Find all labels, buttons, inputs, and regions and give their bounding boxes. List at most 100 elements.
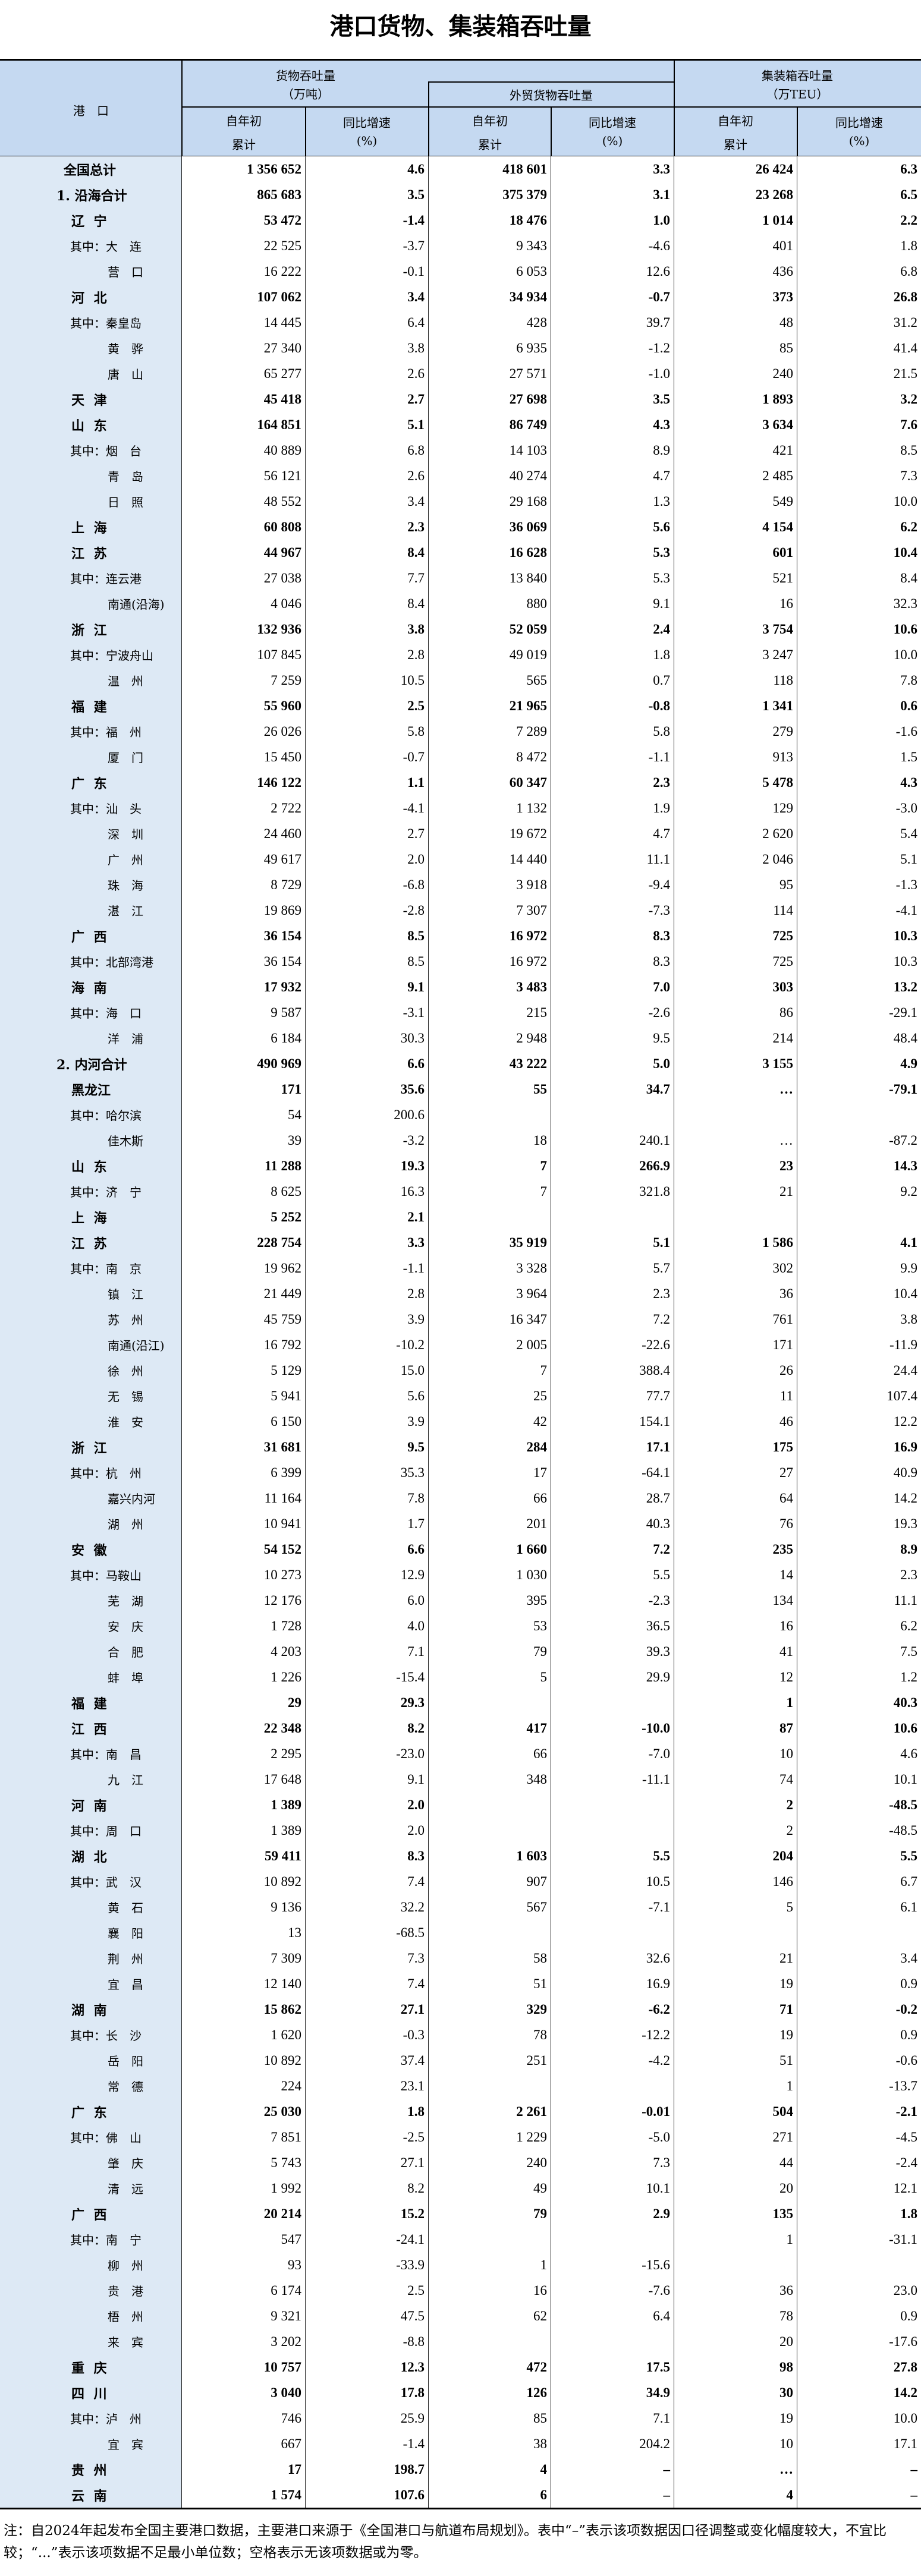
foreign-ytd-cell: 472 (429, 2354, 551, 2380)
foreign-ytd-cell: 8 472 (429, 744, 551, 770)
foreign-ytd-cell: 16 972 (429, 949, 551, 974)
cargo-ytd-cell: 36 154 (182, 949, 306, 974)
cargo-yoy-cell: 6.6 (306, 1051, 429, 1076)
port-name: 安 徽 (0, 1536, 182, 1562)
container-yoy-cell: 3.2 (900, 391, 917, 407)
port-name: 其中：福 州 (0, 719, 182, 744)
foreign-yoy-cell (551, 1690, 674, 1715)
cargo-ytd-cell: 31 681 (182, 1434, 306, 1460)
port-row: 其中：哈尔滨 54 200.6 (0, 1102, 921, 1128)
container-ytd-cell: 16 (674, 1613, 797, 1639)
cargo-yoy-cell: -0.7 (306, 744, 429, 770)
foreign-yoy-cell: -1.2 (551, 335, 674, 361)
container-yoy-cell: 6.2 (900, 519, 917, 534)
port-name: 无 锡 (0, 1383, 182, 1409)
port-name: 合 肥 (0, 1639, 182, 1664)
cargo-yoy-cell: 5.6 (306, 1383, 429, 1409)
cargo-yoy-cell: 8.2 (306, 2175, 429, 2201)
cargo-ytd-cell: 13 (182, 1920, 306, 1945)
cargo-ytd-cell: 9 321 (182, 2303, 306, 2329)
port-name: 来 宾 (0, 2329, 182, 2354)
port-row: 其中：武 汉 10 892 7.4 907 10.5 146 6.7 (0, 1869, 921, 1894)
cargo-ytd-cell: 60 808 (182, 514, 306, 540)
cargo-yoy-cell: 17.8 (306, 2380, 429, 2405)
cargo-yoy-cell: -1.4 (306, 207, 429, 233)
container-ytd-cell: 21 (674, 1179, 797, 1204)
port-name: 广 州 (0, 846, 182, 872)
cargo-ytd-cell: 146 122 (182, 770, 306, 795)
foreign-yoy-cell: 5.3 (551, 565, 674, 591)
container-ytd-cell: 48 (674, 310, 797, 335)
cargo-yoy-cell: -24.1 (306, 2227, 429, 2252)
foreign-yoy-cell: 7.2 (551, 1306, 674, 1332)
container-yoy-cell: -2.4 (895, 2155, 917, 2170)
container-ytd-cell: 21 (674, 1945, 797, 1971)
port-name: 厦 门 (0, 744, 182, 770)
province-row: 江 西 22 348 8.2 417 -10.0 87 10.6 (0, 1715, 921, 1741)
container-yoy-cell: 6.5 (900, 187, 917, 202)
foreign-ytd-cell: 329 (429, 1996, 551, 2022)
foreign-ytd-cell: 880 (429, 591, 551, 616)
container-ytd-cell: 279 (674, 719, 797, 744)
cargo-yoy-cell: 9.5 (306, 1434, 429, 1460)
port-name: 梧 州 (0, 2303, 182, 2329)
cargo-yoy-cell: 4.6 (306, 156, 429, 182)
foreign-yoy-cell: 240.1 (551, 1128, 674, 1153)
container-ytd-cell: 2 620 (674, 821, 797, 846)
cargo-yoy-cell: 6.0 (306, 1588, 429, 1613)
port-name: 江 苏 (0, 1230, 182, 1255)
port-name: 2. 内河合计 (0, 1051, 182, 1076)
port-name: 其中：马鞍山 (0, 1562, 182, 1588)
foreign-ytd-cell: 79 (429, 1639, 551, 1664)
container-ytd-cell: 4 (674, 2482, 797, 2508)
foreign-yoy-cell: 3.1 (551, 182, 674, 207)
divider (428, 81, 674, 83)
container-yoy-cell: 27.8 (893, 2359, 917, 2375)
foreign-yoy-cell: -5.0 (551, 2124, 674, 2150)
container-ytd-cell: 725 (674, 949, 797, 974)
foreign-ytd-cell: 66 (429, 1485, 551, 1511)
foreign-yoy-cell (551, 1204, 674, 1230)
container-ytd-cell: 87 (674, 1715, 797, 1741)
province-row: 重 庆 10 757 12.3 472 17.5 98 27.8 (0, 2354, 921, 2380)
foreign-ytd-cell: 25 (429, 1383, 551, 1409)
cargo-yoy-cell: 37.4 (306, 2048, 429, 2073)
container-ytd-cell: 373 (674, 284, 797, 310)
port-name: 营 口 (0, 259, 182, 284)
foreign-ytd-cell: 55 (429, 1076, 551, 1102)
container-ytd-cell: 1 341 (674, 693, 797, 719)
container-yoy-cell: 10.0 (893, 493, 917, 509)
cargo-yoy-cell: 1.7 (306, 1511, 429, 1536)
province-row: 河 北 107 062 3.4 34 934 -0.7 373 26.8 (0, 284, 921, 310)
foreign-ytd-cell: 66 (429, 1741, 551, 1766)
foreign-ytd-cell: 2 948 (429, 1025, 551, 1051)
province-row: 贵 州 17 198.7 4–… – (0, 2457, 921, 2482)
cargo-yoy-cell: 4.0 (306, 1613, 429, 1639)
foreign-yoy-cell: 4.7 (551, 821, 674, 846)
cargo-ytd-cell: 1 728 (182, 1613, 306, 1639)
foreign-ytd-cell: 4 (429, 2457, 551, 2482)
port-name: 福 建 (0, 693, 182, 719)
container-yoy-cell: -4.5 (895, 2129, 917, 2144)
foreign-ytd-cell: 1 603 (429, 1843, 551, 1869)
cargo-yoy-cell: 15.2 (306, 2201, 429, 2227)
container-ytd-cell: 23 (674, 1153, 797, 1179)
container-ytd-cell: 27 (674, 1460, 797, 1485)
foreign-yoy-cell: 5.5 (551, 1843, 674, 1869)
header-cargo-ytd-2: 累计 (232, 137, 256, 152)
port-name: 广 东 (0, 770, 182, 795)
cargo-ytd-cell: 224 (182, 2073, 306, 2099)
container-yoy-cell: 4.1 (900, 1235, 917, 1250)
container-yoy-cell: 17.1 (893, 2436, 917, 2451)
foreign-ytd-cell: 2 261 (429, 2099, 551, 2124)
cargo-yoy-cell: 3.4 (306, 284, 429, 310)
foreign-yoy-cell: -1.1 (551, 744, 674, 770)
port-name: 江 苏 (0, 540, 182, 565)
header-container-ytd-2: 累计 (724, 137, 747, 152)
foreign-yoy-cell: 2.9 (551, 2201, 674, 2227)
container-ytd-cell: 421 (674, 437, 797, 463)
port-name: 其中：北部湾港 (0, 949, 182, 974)
cargo-yoy-cell: -10.2 (306, 1332, 429, 1358)
